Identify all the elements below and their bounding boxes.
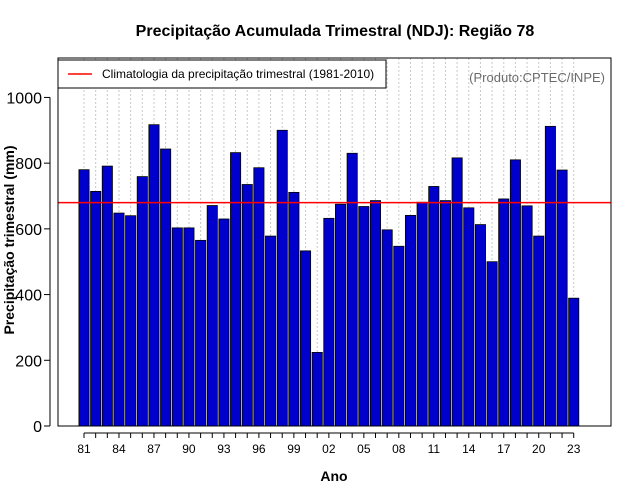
- bar-1997: [265, 235, 277, 427]
- bar-1981: [78, 169, 90, 427]
- y-tick-label: 1000: [6, 90, 42, 107]
- x-tick-label: 02: [322, 442, 336, 456]
- bar-1993: [218, 218, 230, 427]
- bar-2001: [311, 351, 323, 427]
- plot-frame: [57, 57, 612, 427]
- x-tick-label: 90: [182, 442, 196, 456]
- legend-box: [57, 59, 387, 89]
- bar-2019: [521, 205, 533, 427]
- bar-1986: [136, 176, 148, 427]
- y-axis: 0 200 400 600 800 1000: [6, 90, 51, 436]
- y-tick-label: 600: [15, 222, 42, 239]
- bar-1994: [230, 152, 242, 427]
- y-axis-title: Precipitação trimestral (mm): [1, 145, 17, 334]
- y-tick-label: 800: [15, 156, 42, 173]
- bar-2007: [381, 229, 393, 427]
- bar-2012: [439, 200, 451, 427]
- x-tick-label: 14: [462, 442, 476, 456]
- y-tick-label: 200: [15, 353, 42, 370]
- x-tick-label: 23: [567, 442, 581, 456]
- bar-2005: [358, 206, 370, 427]
- bars: [78, 124, 580, 427]
- bar-1987: [148, 124, 160, 427]
- x-tick-label: 93: [217, 442, 231, 456]
- x-tick-label: 87: [147, 442, 161, 456]
- x-tick-label: 08: [392, 442, 406, 456]
- x-tick-label: 11: [428, 442, 441, 456]
- x-axis: 81 84 87 90 93 96 99 02 05 08 11 14 17 20 23: [77, 432, 581, 456]
- bar-2014: [463, 207, 475, 427]
- bar-2010: [416, 201, 428, 427]
- x-tick-label: 05: [357, 442, 371, 456]
- bar-2021: [544, 125, 556, 427]
- bar-2011: [428, 186, 440, 427]
- bar-2004: [346, 152, 358, 427]
- chart-title: Precipitação Acumulada Trimestral (NDJ):…: [136, 23, 535, 40]
- bar-2016: [486, 261, 498, 427]
- bar-2022: [556, 169, 568, 427]
- x-tick-label: 20: [532, 442, 546, 456]
- bar-1985: [125, 215, 137, 427]
- y-tick-label: 400: [15, 288, 42, 305]
- bar-2002: [323, 217, 335, 427]
- bar-1996: [253, 167, 265, 427]
- bar-2017: [498, 198, 510, 427]
- bar-1982: [90, 190, 102, 427]
- bar-1983: [101, 165, 113, 427]
- x-tick-label: 84: [112, 442, 126, 456]
- bar-1984: [113, 212, 125, 427]
- bar-2003: [335, 203, 347, 427]
- bar-2015: [474, 224, 486, 427]
- bar-2006: [369, 200, 381, 427]
- y-tick-label: 0: [33, 419, 42, 436]
- bar-2023: [568, 297, 580, 427]
- x-tick-label: 17: [497, 442, 511, 456]
- legend: Climatologia da precipitação trimestral …: [57, 59, 387, 89]
- x-tick-label: 96: [252, 442, 266, 456]
- bar-1998: [276, 129, 288, 427]
- bar-2020: [533, 235, 545, 427]
- bar-1991: [195, 239, 207, 427]
- bar-1989: [171, 227, 183, 427]
- bar-2013: [451, 157, 463, 427]
- bar-2000: [300, 250, 312, 427]
- bar-1995: [241, 184, 253, 427]
- legend-entry: Climatologia da precipitação trimestral …: [102, 67, 374, 81]
- bar-2009: [404, 214, 416, 427]
- x-tick-label: 99: [287, 442, 301, 456]
- x-axis-title: Ano: [320, 468, 347, 484]
- bar-1988: [160, 148, 172, 427]
- product-credit: (Produto:CPTEC/INPE): [469, 70, 605, 85]
- bar-1990: [183, 227, 195, 427]
- bar-2008: [393, 245, 405, 427]
- bar-1992: [206, 205, 218, 427]
- bar-2018: [509, 159, 521, 427]
- x-tick-label: 81: [77, 442, 91, 456]
- bar-1999: [288, 191, 300, 427]
